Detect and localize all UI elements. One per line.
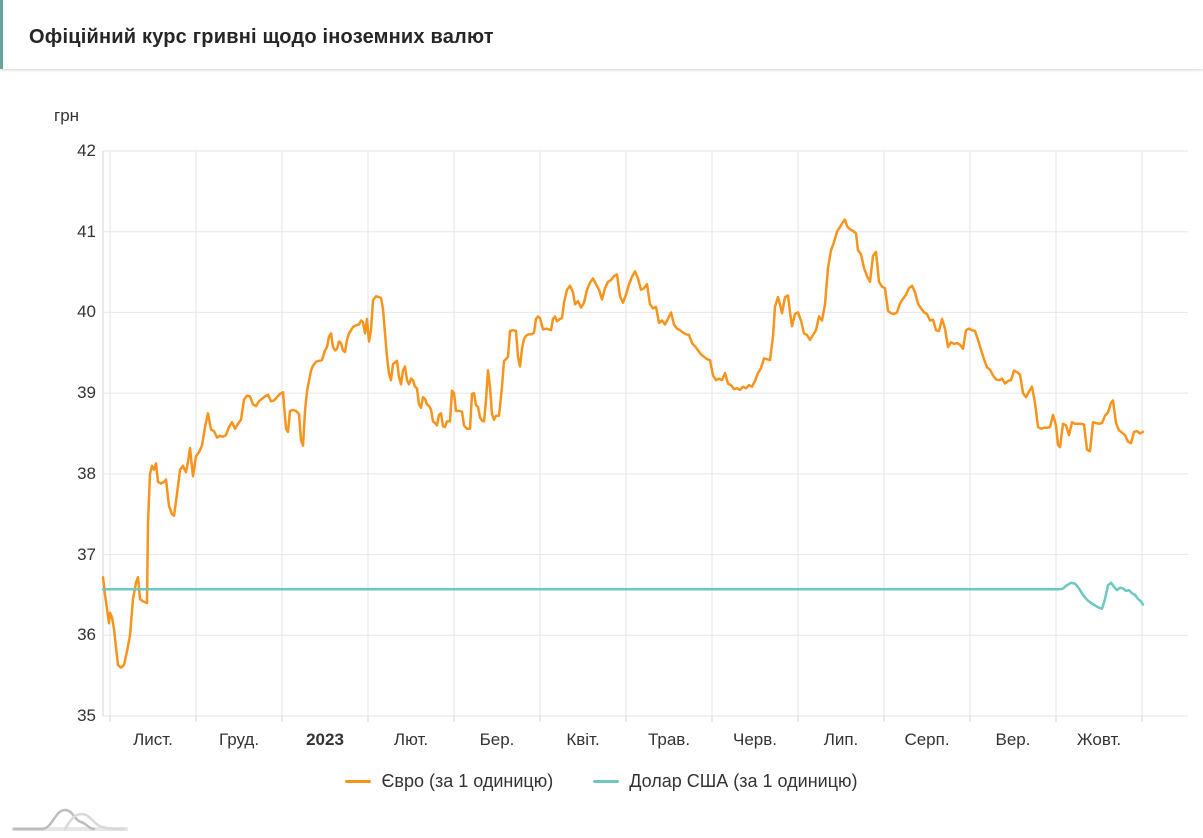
legend-item-usd[interactable]: Долар США (за 1 одиницю)	[593, 771, 858, 792]
legend-marker-icon	[593, 780, 620, 783]
x-tick-label: Лют.	[393, 730, 429, 749]
series-line-usd	[101, 581, 1145, 610]
y-tick-label: 42	[77, 141, 96, 160]
x-tick-label: Груд.	[218, 730, 260, 749]
y-tick-label: 40	[77, 302, 96, 322]
y-tick-label: 36	[77, 625, 96, 645]
x-tick-label: Черв.	[733, 730, 777, 749]
waves-chart-icon	[10, 804, 132, 834]
x-tick-label: Вер.	[995, 730, 1031, 749]
legend-marker-icon	[345, 780, 372, 783]
x-tick-label: Серп.	[904, 730, 950, 749]
x-tick-label: Лип.	[823, 730, 859, 749]
y-axis-unit-label: грн	[54, 106, 80, 125]
x-tick-label: Бер.	[479, 730, 515, 749]
series-line-euro	[101, 218, 1145, 669]
x-tick-label: Трав.	[647, 730, 691, 749]
legend-label: Євро (за 1 одиницю)	[381, 771, 554, 791]
chart-header: Офіційний курс гривні щодо іноземних вал…	[0, 0, 1203, 69]
y-tick-label: 41	[77, 221, 96, 241]
page-title: Офіційний курс гривні щодо іноземних вал…	[29, 26, 494, 48]
y-tick-label: 35	[77, 706, 96, 725]
x-tick-label: Квіт.	[566, 730, 600, 749]
y-tick-label: 37	[77, 544, 96, 564]
x-tick-label: Лист.	[133, 730, 173, 749]
y-tick-label: 38	[77, 463, 96, 483]
x-tick-label: 2023	[306, 730, 344, 749]
x-tick-label: Жовт.	[1076, 730, 1122, 749]
legend: Євро (за 1 одиницю) Долар США (за 1 одини…	[0, 771, 1203, 792]
y-tick-label: 39	[77, 383, 96, 403]
legend-label: Долар США (за 1 одиницю)	[629, 771, 858, 791]
legend-item-euro[interactable]: Євро (за 1 одиницю)	[345, 771, 553, 792]
